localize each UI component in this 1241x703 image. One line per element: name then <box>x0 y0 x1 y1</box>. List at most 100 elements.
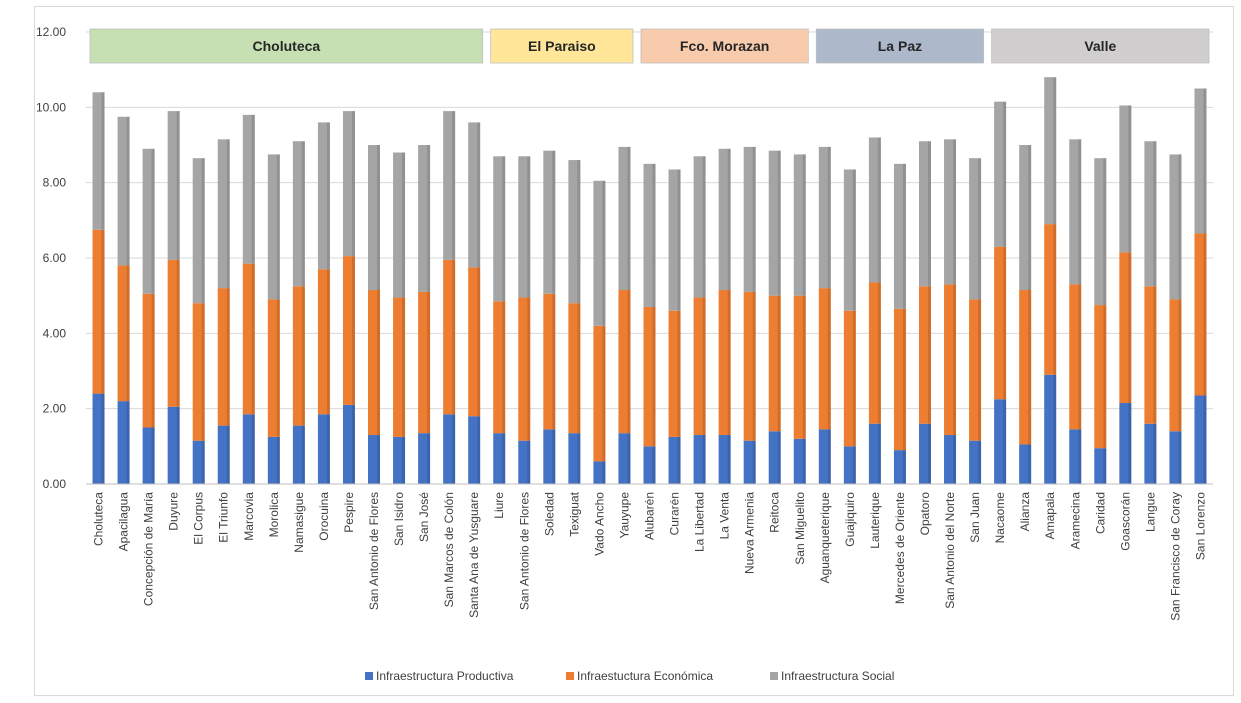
bar-segment-shade <box>1178 299 1182 432</box>
bar-segment-shade <box>1028 145 1032 291</box>
bar-segment-shade <box>151 148 155 294</box>
bar-segment-shade <box>276 299 280 437</box>
bar-segment-1 <box>493 433 506 484</box>
bar-segment-shade <box>877 282 881 424</box>
bar-segment-2 <box>618 290 631 434</box>
bar-segment-3 <box>618 146 631 291</box>
bar-segment-shade <box>552 429 556 484</box>
bar-segment-2 <box>693 297 706 436</box>
bar-segment-shade <box>827 429 831 484</box>
bar-segment-1 <box>1044 374 1057 484</box>
legend-label: Infraestuctura Económica <box>577 669 713 683</box>
bar-segment-2 <box>893 308 906 451</box>
bar-segment-3 <box>518 156 531 298</box>
bar-segment-shade <box>201 303 205 441</box>
bar-segment-shade <box>477 267 481 417</box>
bar-segment-shade <box>577 160 581 304</box>
bar-segment-3 <box>317 122 330 270</box>
bar-segment-shade <box>402 436 406 484</box>
bar-segment-3 <box>643 163 656 307</box>
bar-segment-2 <box>768 295 781 432</box>
bar-segment-shade <box>902 163 906 309</box>
bar-segment-shade <box>326 414 330 484</box>
bar-segment-shade <box>351 256 355 405</box>
bar-segment-1 <box>944 435 957 484</box>
bar-segment-shade <box>978 440 982 484</box>
bar-segment-shade <box>1153 423 1157 484</box>
bar-segment-3 <box>793 154 806 296</box>
bar-segment-1 <box>317 414 330 484</box>
bar-segment-2 <box>443 259 456 415</box>
bar-segment-2 <box>918 286 931 424</box>
x-tick-label: San Antonio de Flores <box>517 492 531 610</box>
group-header-label: Fco. Morazan <box>680 38 769 54</box>
bar-segment-shade <box>1203 233 1207 396</box>
bar-segment-1 <box>217 425 230 484</box>
bar-segment-1 <box>668 436 681 484</box>
bar-segment-shade <box>176 111 180 260</box>
bar-segment-3 <box>994 101 1007 247</box>
bar-segment-shade <box>953 435 957 484</box>
x-tick-label: Caridad <box>1093 492 1107 534</box>
group-header <box>490 28 634 64</box>
bar-segment-3 <box>893 163 906 309</box>
bar-segment-2 <box>342 256 355 405</box>
x-tick-label: Pespire <box>342 492 356 533</box>
bar-segment-1 <box>167 406 180 484</box>
bar-segment-2 <box>793 295 806 439</box>
x-tick-label: Amapala <box>1043 492 1057 540</box>
y-tick-label: 6.00 <box>43 251 67 265</box>
x-tick-label: San Antonio del Norte <box>943 492 957 609</box>
bar-segment-2 <box>142 293 155 428</box>
x-tick-label: Goascorán <box>1118 492 1132 551</box>
bar-segment-shade <box>852 446 856 484</box>
bar-segment-2 <box>643 306 656 447</box>
bar-segment-shade <box>101 393 105 484</box>
y-tick-label: 12.00 <box>36 25 66 39</box>
bar-segment-3 <box>242 114 255 264</box>
bar-segment-shade <box>1128 252 1132 404</box>
bar-segment-shade <box>301 425 305 484</box>
bar-segment-1 <box>242 414 255 484</box>
bar-segment-shade <box>452 259 456 415</box>
x-tick-label: Lauterique <box>868 492 882 549</box>
bar-segment-shade <box>702 156 706 298</box>
x-tick-label: Aguanqueterique <box>818 492 832 584</box>
bar-segment-3 <box>342 111 355 257</box>
bar-segment-1 <box>768 431 781 484</box>
group-header <box>89 28 484 64</box>
bar-segment-shade <box>326 269 330 415</box>
bar-segment-3 <box>818 146 831 289</box>
bar-segment-2 <box>1019 290 1032 445</box>
bar-segment-shade <box>602 325 606 462</box>
bar-segment-2 <box>192 303 205 441</box>
bar-segment-2 <box>1044 224 1057 375</box>
bar-segment-shade <box>527 440 531 484</box>
bar-segment-shade <box>151 427 155 484</box>
bar-segment-shade <box>1203 88 1207 234</box>
bar-segment-shade <box>577 433 581 484</box>
bar-segment-shade <box>727 290 731 436</box>
x-tick-label: Apacilagua <box>117 492 131 552</box>
bar-segment-shade <box>201 440 205 484</box>
bar-segment-3 <box>1144 141 1157 287</box>
bar-segment-2 <box>317 269 330 415</box>
bar-segment-shade <box>702 297 706 436</box>
x-tick-label: Mercedes de Oriente <box>893 492 907 604</box>
bar-segment-shade <box>1178 154 1182 300</box>
bar-segment-shade <box>827 146 831 289</box>
bar-segment-shade <box>427 433 431 484</box>
bar-segment-shade <box>652 163 656 307</box>
bar-segment-shade <box>677 436 681 484</box>
bar-segment-shade <box>827 288 831 430</box>
bar-segment-shade <box>502 433 506 484</box>
bar-segment-1 <box>593 461 606 484</box>
bar-segment-1 <box>192 440 205 484</box>
x-tick-label: Soledad <box>542 492 556 536</box>
x-tick-label: Alianza <box>1018 492 1032 532</box>
bar-segment-shade <box>402 297 406 437</box>
bar-segment-1 <box>117 401 130 484</box>
bar-segment-1 <box>368 435 381 484</box>
bar-segment-1 <box>743 440 756 484</box>
bar-segment-shade <box>902 450 906 484</box>
